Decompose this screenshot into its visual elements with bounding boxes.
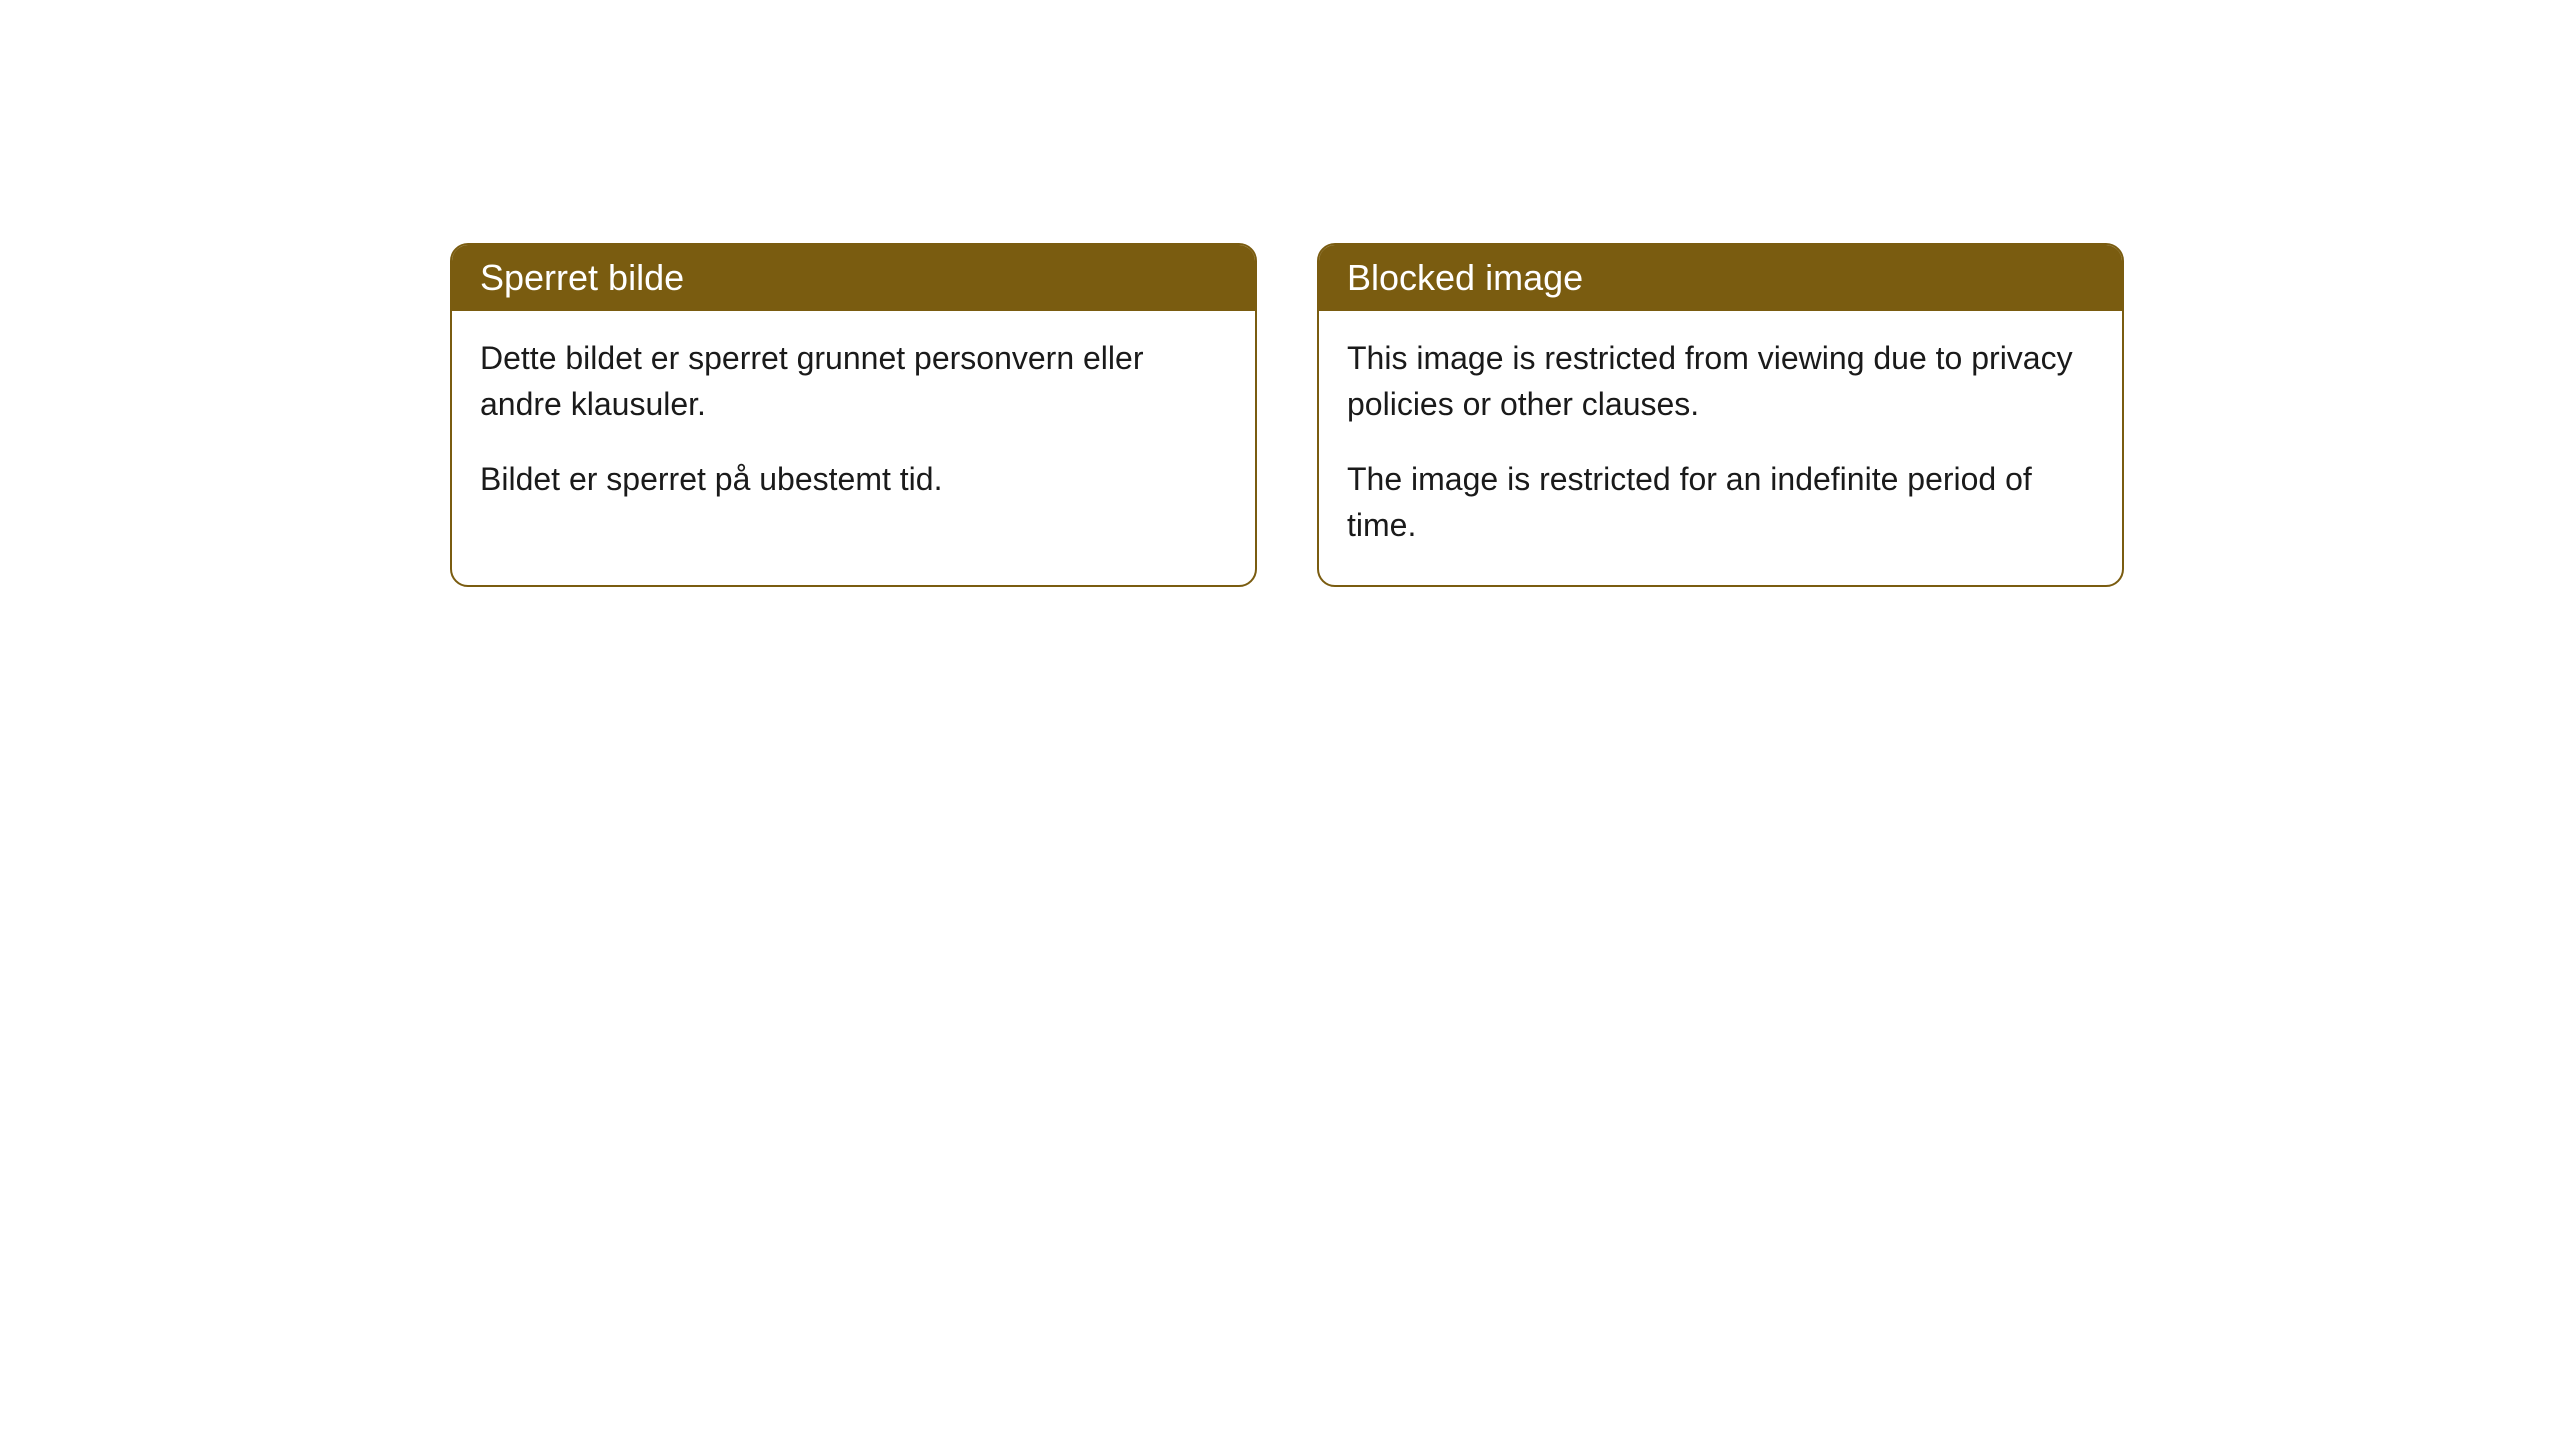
notice-card-norwegian: Sperret bilde Dette bildet er sperret gr…: [450, 243, 1257, 587]
notice-cards-container: Sperret bilde Dette bildet er sperret gr…: [450, 243, 2124, 587]
notice-paragraph: Bildet er sperret på ubestemt tid.: [480, 456, 1227, 502]
notice-body-english: This image is restricted from viewing du…: [1319, 311, 2122, 585]
notice-paragraph: Dette bildet er sperret grunnet personve…: [480, 335, 1227, 428]
notice-body-norwegian: Dette bildet er sperret grunnet personve…: [452, 311, 1255, 538]
notice-header-norwegian: Sperret bilde: [452, 245, 1255, 311]
notice-card-english: Blocked image This image is restricted f…: [1317, 243, 2124, 587]
notice-header-english: Blocked image: [1319, 245, 2122, 311]
notice-paragraph: This image is restricted from viewing du…: [1347, 335, 2094, 428]
notice-paragraph: The image is restricted for an indefinit…: [1347, 456, 2094, 549]
